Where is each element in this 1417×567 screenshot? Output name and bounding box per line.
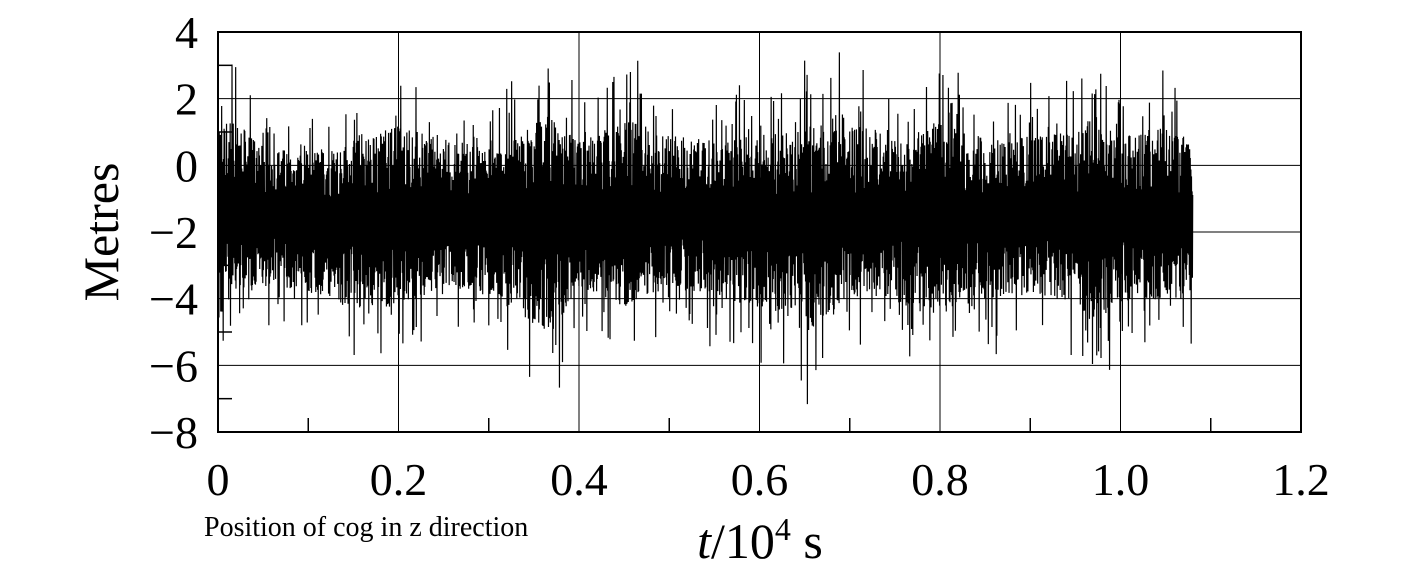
y-tick-labels: −8 −6 −4 −2 0 2 4: [149, 7, 198, 458]
y-tick-label: 2: [175, 74, 198, 125]
x-tick-label: 0: [207, 454, 230, 505]
x-axis-unit: s: [791, 513, 823, 567]
plot-frame: [217, 31, 1302, 433]
y-tick-label: 4: [175, 7, 198, 58]
series-line: [217, 52, 1194, 405]
y-tick-label: 0: [175, 140, 198, 191]
figure-caption: Position of cog in z direction: [204, 512, 529, 543]
x-axis-exponent: 4: [775, 511, 791, 547]
x-axis-label: t/104 s: [697, 511, 823, 567]
y-tick-label: −2: [149, 207, 198, 258]
y-tick-label: −4: [149, 274, 198, 325]
x-tick-label: 1.0: [1092, 454, 1150, 505]
x-tick-labels: 0 0.2 0.4 0.6 0.8 1.0 1.2: [207, 454, 1330, 505]
x-tick-label: 0.8: [911, 454, 969, 505]
x-axis-variable: t: [697, 513, 712, 567]
series-line-cog-z: [217, 52, 1194, 405]
x-tick-label: 0.6: [731, 454, 789, 505]
x-axis-scale: /10: [711, 513, 775, 567]
y-tick-label: −8: [149, 407, 198, 458]
y-tick-label: −6: [149, 340, 198, 391]
x-tick-label: 0.2: [370, 454, 428, 505]
y-axis-label: Metres: [73, 163, 129, 302]
axis-ticks: [218, 64, 1212, 432]
x-tick-label: 1.2: [1272, 454, 1330, 505]
x-tick-label: 0.4: [550, 454, 608, 505]
